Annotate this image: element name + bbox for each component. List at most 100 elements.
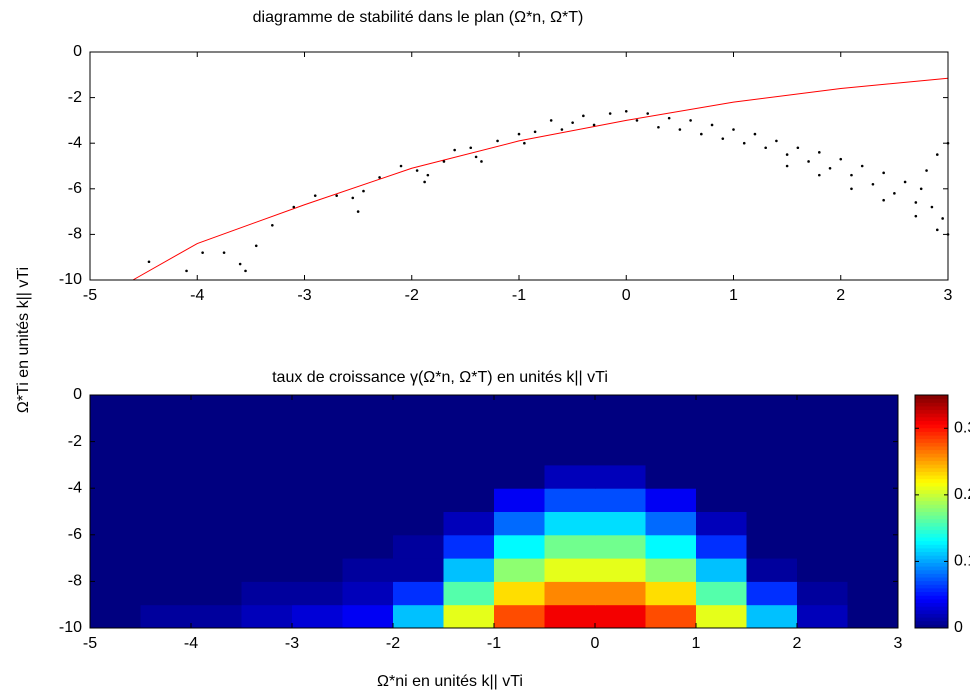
point xyxy=(238,262,242,266)
chart-title: diagramme de stabilité dans le plan (Ω*n… xyxy=(253,9,584,26)
heat-cell xyxy=(544,604,596,629)
heat-cell xyxy=(494,558,545,582)
heat-cell xyxy=(393,464,444,489)
x-tick-label: 2 xyxy=(836,287,845,304)
point xyxy=(860,164,864,168)
point xyxy=(592,123,596,127)
heat-cell xyxy=(443,441,495,466)
point xyxy=(415,169,419,172)
point xyxy=(935,228,939,232)
y-tick-label: -2 xyxy=(68,89,82,106)
x-tick-label: -1 xyxy=(512,287,526,304)
colorbar-step xyxy=(915,544,948,549)
heat-cell xyxy=(645,534,697,559)
heat-cell xyxy=(191,581,242,606)
y-tick-label: -2 xyxy=(68,433,82,450)
x-tick-label: 1 xyxy=(692,635,701,652)
point xyxy=(222,251,226,254)
heat-cell xyxy=(544,441,596,466)
colorbar-step xyxy=(915,500,948,505)
heat-cell xyxy=(191,511,242,536)
heat-cell xyxy=(140,604,192,629)
heat-cell xyxy=(544,418,596,443)
point xyxy=(646,112,649,115)
point xyxy=(657,125,660,129)
heat-cell xyxy=(241,534,293,559)
colorbar-step xyxy=(915,427,948,432)
point xyxy=(919,187,923,191)
colorbar-step xyxy=(915,606,948,611)
point xyxy=(882,171,885,175)
colorbar-step xyxy=(915,504,948,509)
point xyxy=(700,132,703,136)
heat-cell xyxy=(746,534,798,559)
heat-cell xyxy=(645,441,697,466)
heat-cell xyxy=(90,534,141,559)
colorbar-step xyxy=(915,591,948,596)
heat-cell xyxy=(797,558,848,582)
colorbar-step xyxy=(915,515,948,520)
y-tick-label: 0 xyxy=(73,386,82,403)
x-axis-label: Ω*ni en unités k|| vTi xyxy=(377,673,523,690)
y-tick-label: -6 xyxy=(68,180,82,197)
point xyxy=(914,201,918,204)
point xyxy=(903,180,907,184)
colorbar-step xyxy=(915,431,948,436)
heat-cell xyxy=(342,604,394,629)
heat-cell xyxy=(746,464,798,489)
point xyxy=(710,123,714,127)
heat-cell xyxy=(90,418,141,443)
heat-cell xyxy=(292,418,343,443)
heat-cell xyxy=(443,464,495,489)
colorbar-step xyxy=(915,409,948,414)
heat-cell xyxy=(90,604,141,629)
heat-cell xyxy=(241,418,293,443)
colorbar-step xyxy=(915,405,948,411)
heat-cell xyxy=(443,581,495,606)
x-tick-label: 2 xyxy=(793,635,802,652)
colorbar-frame xyxy=(914,394,949,629)
colorbar-step xyxy=(915,413,948,418)
colorbar-step xyxy=(915,456,948,462)
heat-cell xyxy=(494,511,545,536)
heat-cell xyxy=(90,441,141,466)
colorbar-step xyxy=(915,496,948,502)
heat-cell xyxy=(645,581,697,606)
point xyxy=(582,114,585,118)
heat-cell xyxy=(90,511,141,536)
heat-cell xyxy=(393,418,444,443)
heat-cell xyxy=(342,418,394,443)
point xyxy=(818,173,821,177)
point xyxy=(796,146,800,150)
point xyxy=(935,153,939,156)
heat-cell xyxy=(696,464,747,489)
point xyxy=(453,148,456,152)
point xyxy=(850,173,853,177)
point xyxy=(423,180,426,184)
heat-cell xyxy=(191,464,242,489)
point xyxy=(818,151,821,154)
y-tick-label: -10 xyxy=(59,619,82,636)
y-tick-label: -6 xyxy=(68,526,82,543)
colorbar-step xyxy=(915,551,948,556)
point xyxy=(775,139,778,143)
point xyxy=(742,141,746,145)
point xyxy=(608,112,612,115)
point xyxy=(807,160,810,163)
heat-cell xyxy=(342,464,394,489)
heat-cell xyxy=(393,488,444,512)
colorbar-step xyxy=(915,624,948,629)
heat-cell xyxy=(241,441,293,466)
point xyxy=(469,146,473,150)
heat-cell xyxy=(292,558,343,582)
heat-cell xyxy=(696,395,747,419)
colorbar-step xyxy=(915,555,948,560)
heat-cell xyxy=(797,464,848,489)
colorbar-step xyxy=(915,533,948,538)
heat-cell xyxy=(191,441,242,466)
heat-cell xyxy=(595,464,646,489)
heat-cell xyxy=(595,511,646,536)
heat-cell xyxy=(443,488,495,512)
colorbar-step xyxy=(915,536,948,542)
heat-cell xyxy=(544,581,596,606)
